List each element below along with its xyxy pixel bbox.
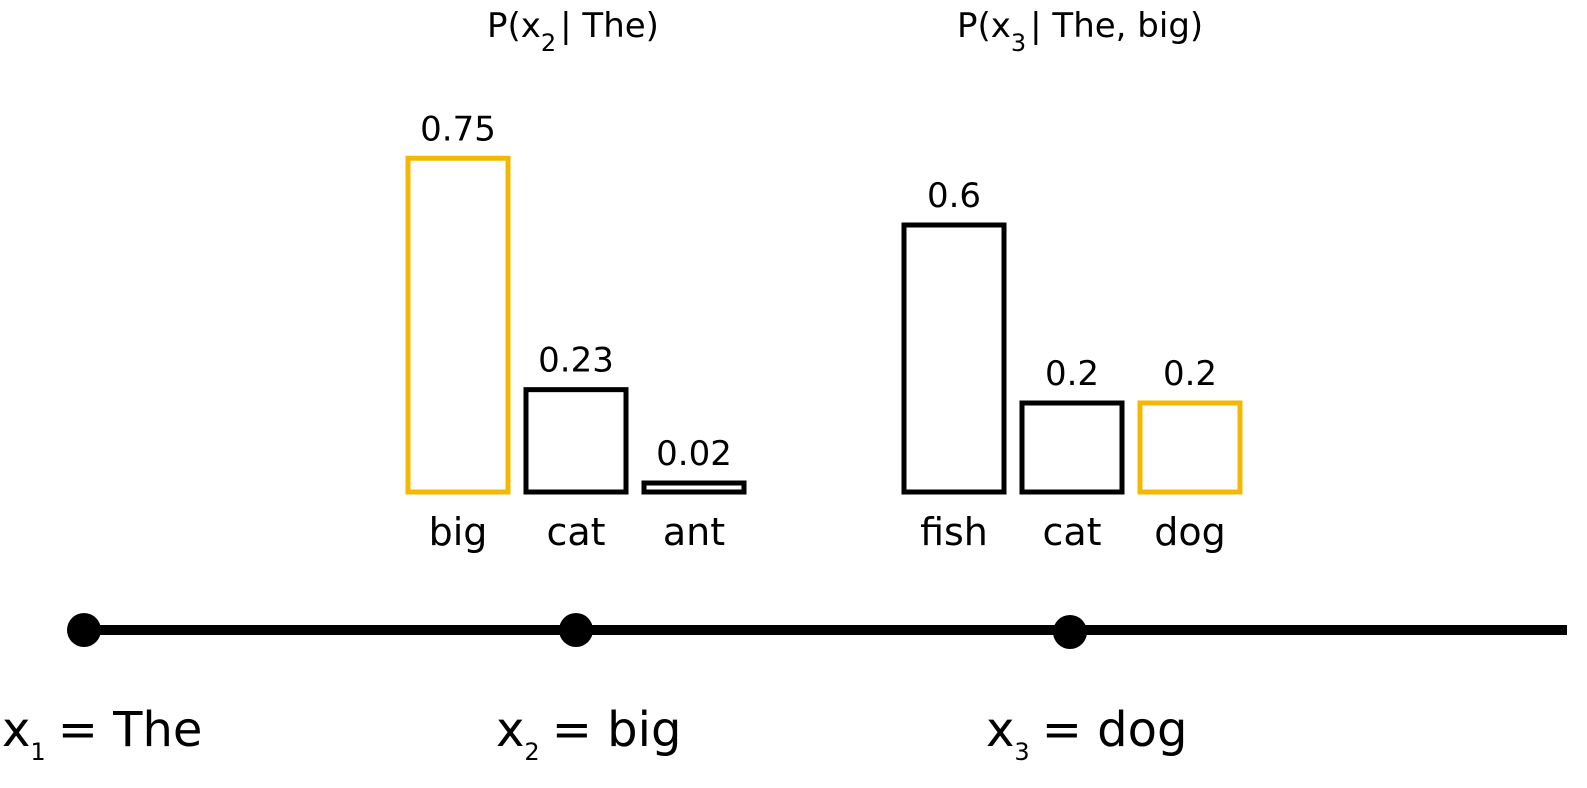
bar-fish bbox=[901, 222, 1007, 495]
timeline-node-1 bbox=[67, 613, 101, 647]
value-label-cat: 0.23 bbox=[538, 341, 614, 381]
category-label-cat: cat bbox=[1042, 510, 1101, 554]
value-label-fish: 0.6 bbox=[927, 176, 981, 216]
chart-1-title-condition: | The) bbox=[560, 6, 659, 46]
step-label-1: x1 = The bbox=[2, 702, 202, 766]
category-label-fish: fish bbox=[920, 510, 988, 554]
chart-2-title-subscript: 3 bbox=[1011, 29, 1026, 57]
bar-ant bbox=[641, 480, 747, 495]
chart-1-bars: 0.75 big 0.23 cat 0.02 ant bbox=[405, 109, 747, 554]
step-1-index: 1 bbox=[30, 738, 45, 766]
value-label-ant: 0.02 bbox=[656, 434, 732, 474]
category-label-big: big bbox=[429, 510, 488, 554]
chart-2-title-main: P(x bbox=[957, 6, 1011, 46]
bar-big-selected bbox=[405, 155, 511, 495]
category-label-ant: ant bbox=[663, 510, 725, 554]
step-3-index: 3 bbox=[1014, 738, 1029, 766]
bar-cat bbox=[523, 387, 629, 495]
step-2-word: = big bbox=[552, 702, 682, 758]
sequence-timeline bbox=[67, 613, 1567, 649]
chart-2-bars: 0.6 fish 0.2 cat 0.2 dog bbox=[901, 176, 1243, 554]
category-label-cat: cat bbox=[546, 510, 605, 554]
category-label-dog: dog bbox=[1154, 510, 1226, 554]
step-2-index: 2 bbox=[524, 738, 539, 766]
bar-dog-selected bbox=[1137, 400, 1243, 495]
timeline-node-2 bbox=[559, 613, 593, 647]
step-1-var: x bbox=[2, 702, 30, 758]
chart-1-title: P(x2 | The) bbox=[487, 6, 659, 57]
step-3-word: = dog bbox=[1042, 702, 1188, 758]
chart-2-title: P(x3 | The, big) bbox=[957, 6, 1203, 57]
step-2-var: x bbox=[496, 702, 524, 758]
value-label-big: 0.75 bbox=[420, 109, 496, 149]
value-label-dog: 0.2 bbox=[1163, 354, 1217, 394]
step-3-var: x bbox=[986, 702, 1014, 758]
chart-1-title-subscript: 2 bbox=[541, 29, 556, 57]
step-1-word: = The bbox=[58, 702, 203, 758]
step-label-3: x3 = dog bbox=[986, 702, 1187, 766]
chart-1-title-main: P(x bbox=[487, 6, 541, 46]
timeline-node-3 bbox=[1053, 615, 1087, 649]
step-label-2: x2 = big bbox=[496, 702, 681, 766]
bar-cat bbox=[1019, 400, 1125, 495]
chart-2-title-condition: | The, big) bbox=[1030, 6, 1203, 46]
value-label-cat: 0.2 bbox=[1045, 354, 1099, 394]
